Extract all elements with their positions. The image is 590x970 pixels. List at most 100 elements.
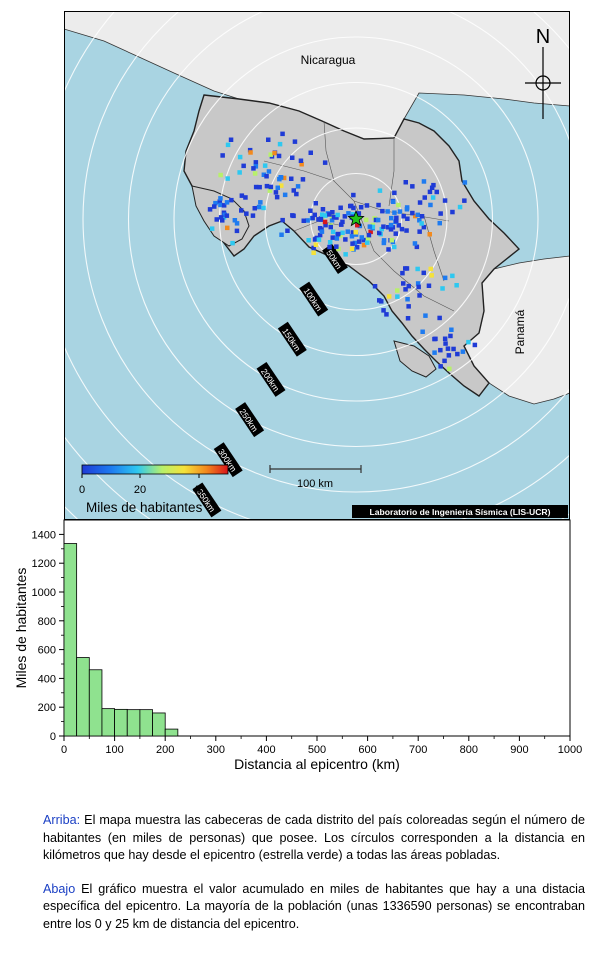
district-marker: [319, 229, 325, 234]
district-marker: [385, 209, 390, 214]
district-marker: [392, 190, 397, 196]
district-marker: [258, 200, 263, 205]
x-tick-label: 900: [510, 744, 528, 756]
district-marker: [266, 137, 271, 142]
district-marker: [257, 184, 262, 190]
district-marker: [350, 230, 356, 235]
histogram-bar: [139, 709, 153, 737]
scale-bar-label: 100 km: [297, 478, 333, 490]
district-marker: [225, 225, 230, 231]
district-marker: [311, 250, 316, 255]
district-marker: [381, 240, 387, 246]
district-marker: [376, 202, 381, 208]
district-marker: [417, 200, 423, 205]
histogram-bar: [152, 712, 166, 737]
colorbar-title: Miles de habitantes: [86, 500, 203, 515]
district-marker: [396, 223, 402, 228]
district-marker: [414, 244, 420, 250]
district-marker: [310, 215, 315, 221]
district-marker: [252, 206, 257, 211]
district-marker: [279, 183, 284, 188]
district-marker: [308, 208, 313, 213]
caption-bottom-label: Abajo: [43, 881, 76, 896]
district-marker: [247, 147, 253, 153]
district-marker: [267, 188, 273, 193]
district-marker: [421, 270, 426, 276]
epicenter-star: [347, 209, 365, 227]
district-marker: [457, 204, 463, 210]
district-marker: [331, 214, 337, 220]
district-marker: [450, 273, 455, 279]
district-marker: [370, 224, 376, 230]
district-marker: [323, 222, 328, 228]
district-marker: [442, 275, 448, 281]
district-marker: [280, 131, 285, 137]
population-map: 50km100km150km200km250km300km350km400km …: [64, 11, 570, 520]
district-marker: [434, 189, 439, 195]
district-marker: [420, 329, 425, 334]
district-marker: [392, 210, 397, 215]
district-marker: [429, 273, 434, 278]
district-marker: [335, 212, 340, 218]
district-marker: [336, 231, 341, 237]
district-marker: [449, 327, 454, 332]
north-label: N: [536, 26, 550, 48]
y-axis-ticks: 0 200 400 600 800 1000 1200 1400: [32, 529, 64, 743]
district-marker: [299, 162, 304, 167]
district-marker: [440, 286, 445, 291]
district-marker: [357, 223, 363, 229]
district-marker: [295, 184, 301, 189]
district-marker: [281, 175, 287, 181]
district-marker: [340, 219, 345, 225]
district-marker: [365, 236, 371, 242]
district-marker: [447, 366, 452, 372]
district-marker: [277, 141, 283, 147]
y-tick-label: 800: [38, 616, 56, 628]
caption-top-text: El mapa muestra las cabeceras de cada di…: [43, 813, 585, 862]
district-marker: [366, 232, 372, 238]
district-marker: [345, 229, 350, 234]
district-marker: [415, 266, 420, 272]
district-marker: [338, 205, 343, 210]
district-marker: [327, 240, 333, 245]
caption-bottom: Abajo El gráfico muestra el valor acumul…: [43, 881, 585, 934]
district-marker: [316, 237, 322, 242]
district-marker: [454, 283, 459, 288]
district-marker: [252, 171, 258, 176]
district-marker: [230, 240, 235, 246]
district-marker: [368, 229, 373, 235]
district-marker: [432, 350, 437, 355]
country-label-panama: Panamá: [513, 309, 527, 354]
district-marker: [443, 341, 448, 346]
district-marker: [323, 213, 328, 218]
y-tick-label: 0: [50, 731, 56, 743]
histogram-canvas: 0 100 200 300 400 500 600 700 800 900 1000 0 200 400…: [13, 519, 582, 772]
district-marker: [399, 226, 405, 232]
district-marker: [305, 218, 310, 223]
district-marker: [395, 294, 400, 299]
district-marker: [455, 351, 460, 357]
district-marker: [298, 158, 304, 163]
x-tick-label: 100: [105, 744, 123, 756]
histogram-bar: [101, 708, 115, 737]
district-marker: [380, 208, 385, 214]
district-marker: [334, 215, 339, 220]
district-marker: [446, 353, 452, 358]
district-marker: [221, 215, 227, 220]
district-marker: [317, 232, 323, 238]
colorbar-gradient: [81, 464, 229, 475]
district-marker: [308, 150, 313, 155]
district-marker: [330, 229, 336, 235]
district-marker: [266, 169, 272, 174]
district-marker: [322, 160, 328, 165]
district-marker: [213, 200, 218, 206]
histogram-bar: [164, 728, 179, 737]
district-marker: [460, 349, 466, 354]
district-marker: [327, 212, 332, 217]
district-marker: [232, 218, 238, 223]
district-marker: [386, 247, 391, 252]
distance-rings: [64, 11, 570, 520]
district-marker: [306, 238, 311, 243]
population-histogram: 0 100 200 300 400 500 600 700 800 900 1000 0 200 400…: [0, 515, 590, 775]
district-marker: [392, 244, 397, 250]
